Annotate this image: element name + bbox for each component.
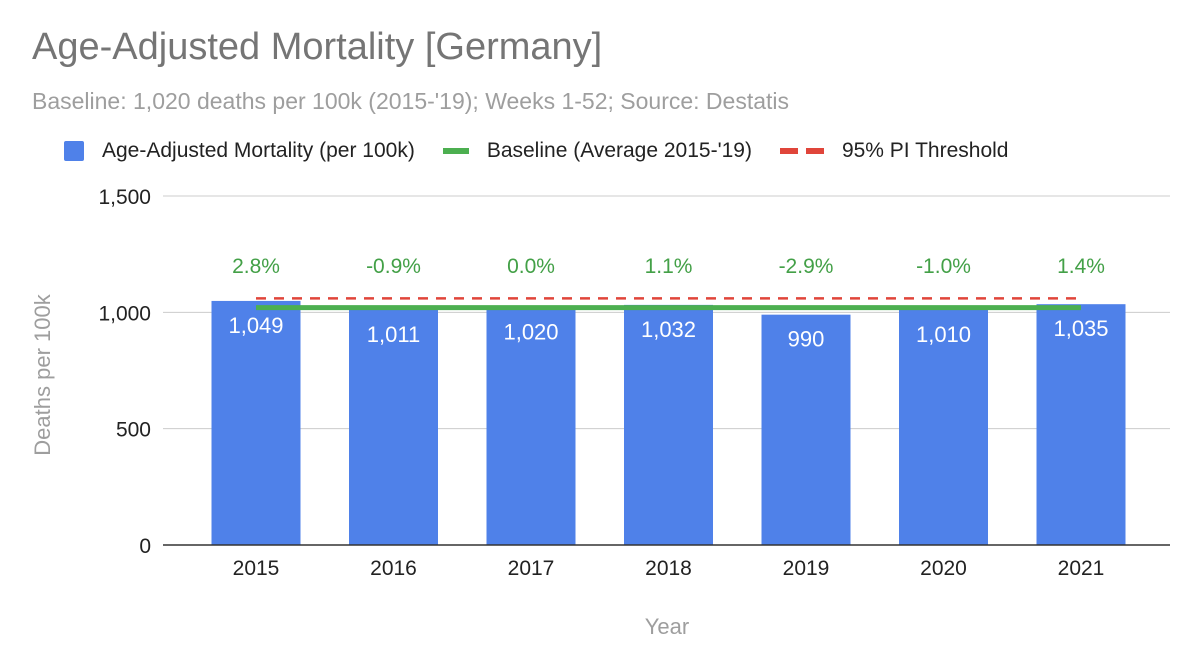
chart-title: Age-Adjusted Mortality [Germany]: [32, 26, 603, 68]
bar-2015: [211, 300, 301, 545]
x-tick-label-2017: 2017: [508, 557, 555, 580]
bar-value-label-2019: 990: [788, 327, 825, 352]
x-tick-label-2018: 2018: [645, 557, 692, 580]
annotation-label-2018: 1.1%: [645, 255, 693, 278]
legend-swatch-threshold: [779, 148, 824, 154]
bar-2021: [1036, 304, 1126, 545]
bar-2018: [624, 304, 713, 545]
x-axis-title: Year: [645, 614, 689, 639]
annotation-label-2017: 0.0%: [507, 255, 555, 278]
legend-item-threshold[interactable]: 95% PI Threshold: [779, 139, 1009, 163]
legend-label-mortality: Age-Adjusted Mortality (per 100k): [102, 139, 415, 162]
annotation-label-2021: 1.4%: [1057, 255, 1105, 278]
y-axis-title: Deaths per 100k: [30, 293, 55, 455]
legend-item-baseline[interactable]: Baseline (Average 2015-'19): [442, 139, 752, 163]
bar-2020: [899, 310, 988, 545]
legend-swatch-mortality: [64, 141, 84, 161]
x-tick-label-2020: 2020: [920, 557, 967, 580]
annotation-label-2019: -2.9%: [779, 255, 834, 278]
legend-item-mortality[interactable]: Age-Adjusted Mortality (per 100k): [64, 139, 415, 163]
legend-label-threshold: 95% PI Threshold: [841, 139, 1009, 162]
y-tick-label-1000: 1,000: [98, 302, 151, 325]
bar-value-label-2016: 1,011: [367, 322, 420, 347]
x-tick-label-2019: 2019: [783, 557, 830, 580]
bar-2016: [349, 309, 438, 545]
bar-value-label-2020: 1,010: [916, 322, 971, 347]
y-tick-label-500: 500: [116, 419, 151, 442]
bar-value-label-2021: 1,035: [1053, 316, 1108, 341]
annotation-label-2016: -0.9%: [366, 255, 421, 278]
legend-swatch-baseline: [442, 148, 469, 154]
x-tick-label-2016: 2016: [370, 557, 417, 580]
legend-label-baseline: Baseline (Average 2015-'19): [486, 139, 752, 162]
x-tick-label-2015: 2015: [233, 557, 280, 580]
bar-value-label-2015: 1,049: [228, 313, 283, 338]
annotation-label-2020: -1.0%: [916, 255, 971, 278]
y-tick-label-1500: 1,500: [98, 186, 151, 209]
chart-legend: Age-Adjusted Mortality (per 100k) Baseli…: [64, 136, 1036, 166]
y-tick-label-0: 0: [139, 535, 151, 558]
chart-subtitle: Baseline: 1,020 deaths per 100k (2015-'1…: [32, 88, 790, 114]
x-tick-label-2021: 2021: [1058, 557, 1105, 580]
bar-2017: [486, 307, 576, 545]
annotation-label-2015: 2.8%: [232, 255, 280, 278]
bar-value-label-2018: 1,032: [641, 317, 696, 342]
bar-2019: [761, 314, 851, 545]
bar-value-label-2017: 1,020: [503, 320, 558, 345]
